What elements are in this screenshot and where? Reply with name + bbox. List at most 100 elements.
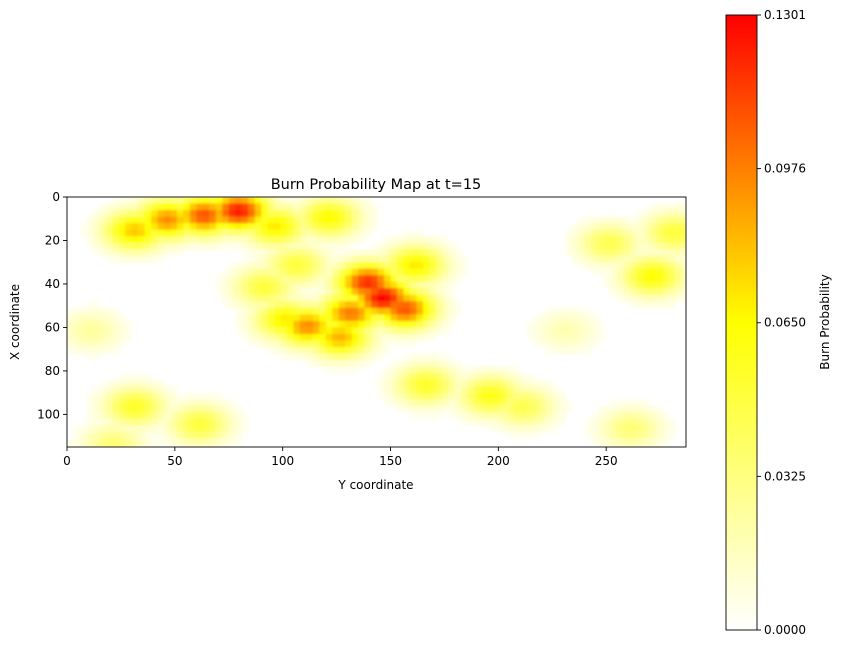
heatmap-cell — [86, 431, 94, 439]
heatmap-cell — [494, 373, 502, 381]
heatmap-cell — [636, 236, 644, 244]
heatmap-cell — [332, 223, 340, 231]
heatmap-cell — [377, 327, 385, 335]
heatmap-cell — [422, 333, 430, 342]
heatmap-cell — [312, 307, 320, 315]
heatmap-cell — [299, 275, 307, 283]
heatmap-cell — [125, 249, 133, 257]
heatmap-cell — [86, 229, 94, 237]
heatmap-cell — [396, 262, 405, 270]
heatmap-cell — [481, 412, 489, 420]
heatmap-cell — [241, 268, 249, 276]
heatmap-cell — [144, 431, 152, 439]
heatmap-cell — [384, 307, 392, 315]
heatmap-cell — [345, 249, 353, 257]
heatmap-cell — [125, 431, 133, 439]
heatmap-cell — [384, 275, 392, 283]
heatmap-cell — [448, 268, 456, 276]
heatmap-cell — [571, 249, 579, 257]
heatmap-cell — [565, 347, 573, 355]
heatmap-cell — [151, 242, 159, 250]
heatmap-cell — [358, 275, 366, 283]
heatmap-cell — [338, 307, 346, 315]
heatmap-cell — [384, 255, 392, 263]
heatmap-cell — [448, 405, 456, 413]
heatmap-cell — [629, 438, 637, 446]
heatmap-cell — [118, 203, 126, 211]
heatmap-cell — [403, 353, 411, 361]
heatmap-cell — [125, 255, 133, 263]
heatmap-cell — [442, 373, 450, 381]
heatmap-cell — [299, 314, 307, 322]
heatmap-cell — [616, 281, 625, 289]
heatmap-cell — [86, 333, 94, 342]
heatmap-cell — [261, 223, 269, 231]
heatmap-cell — [215, 412, 223, 420]
heatmap-cell — [99, 229, 107, 237]
heatmap-cell — [215, 405, 223, 413]
heatmap-cell — [675, 249, 683, 257]
heatmap-cell — [545, 327, 553, 335]
heatmap-cell — [591, 412, 599, 420]
heatmap-cell — [261, 262, 269, 270]
heatmap-cell — [416, 373, 424, 381]
heatmap-cell — [202, 242, 210, 250]
heatmap-cell — [67, 438, 75, 446]
heatmap-cell — [487, 412, 495, 420]
heatmap-cell — [649, 236, 657, 244]
heatmap-cell — [99, 399, 107, 407]
heatmap-cell — [125, 379, 133, 387]
heatmap-cell — [105, 320, 113, 329]
heatmap-cell — [306, 288, 314, 296]
heatmap-cell — [403, 294, 411, 302]
heatmap-cell — [655, 425, 663, 433]
heatmap-cell — [371, 347, 379, 355]
heatmap-cell — [241, 333, 249, 342]
heatmap-cell — [332, 327, 340, 335]
heatmap-cell — [506, 366, 515, 374]
heatmap-cell — [364, 223, 372, 231]
heatmap-cell — [312, 281, 320, 289]
heatmap-cell — [177, 203, 185, 211]
heatmap-cell — [319, 249, 327, 257]
heatmap-cell — [655, 262, 663, 270]
heatmap-cell — [67, 320, 75, 329]
heatmap-cell — [662, 275, 670, 283]
heatmap-cell — [299, 268, 307, 276]
heatmap-cell — [338, 366, 346, 374]
heatmap-cell — [209, 210, 217, 218]
heatmap-cell — [371, 216, 379, 224]
heatmap-cell — [351, 210, 359, 218]
heatmap-cell — [286, 288, 295, 296]
heatmap-cell — [390, 379, 398, 387]
heatmap-cell — [526, 392, 534, 400]
x-axis-label: Y coordinate — [337, 478, 413, 492]
heatmap-cell — [92, 314, 100, 322]
heatmap-cell — [526, 399, 534, 407]
heatmap-cell — [345, 327, 353, 335]
heatmap-cell — [416, 249, 424, 257]
heatmap-cell — [494, 379, 502, 387]
heatmap-cell — [280, 281, 288, 289]
heatmap-cell — [435, 268, 443, 276]
heatmap-cell — [274, 340, 282, 348]
heatmap-cell — [636, 425, 644, 433]
heatmap-cell — [99, 236, 107, 244]
heatmap-cell — [286, 333, 295, 342]
heatmap-cell — [235, 281, 243, 289]
heatmap-cell — [345, 255, 353, 263]
heatmap-cell — [125, 386, 133, 394]
heatmap-cell — [248, 242, 256, 250]
heatmap-cell — [267, 320, 275, 329]
heatmap-cell — [416, 262, 424, 270]
heatmap-cell — [545, 307, 553, 315]
heatmap-cell — [390, 360, 398, 368]
heatmap-cell — [151, 405, 159, 413]
heatmap-cell — [409, 301, 417, 309]
heatmap-cell — [409, 373, 417, 381]
heatmap-cell — [409, 399, 417, 407]
heatmap-cell — [138, 229, 146, 237]
heatmap-cell — [325, 340, 333, 348]
heatmap-cell — [177, 425, 185, 433]
heatmap-cell — [118, 314, 126, 322]
